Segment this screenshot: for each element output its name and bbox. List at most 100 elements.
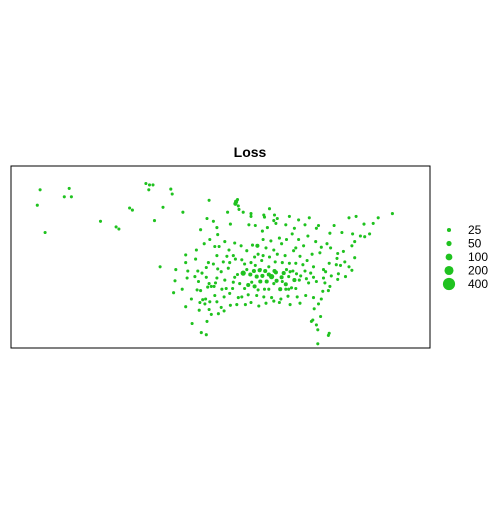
data-point <box>353 256 357 260</box>
data-point <box>272 248 276 252</box>
data-point <box>266 272 271 277</box>
data-point <box>279 297 283 301</box>
data-point <box>340 230 344 235</box>
data-point <box>288 303 292 307</box>
data-point <box>62 195 66 199</box>
data-point <box>314 323 318 327</box>
data-point <box>245 268 249 272</box>
data-point <box>204 265 208 270</box>
data-point <box>294 261 298 265</box>
data-point <box>295 295 299 299</box>
data-point <box>336 251 340 256</box>
data-point <box>354 214 358 218</box>
data-point <box>279 275 284 280</box>
data-point <box>260 273 265 278</box>
data-point <box>195 288 199 292</box>
data-point <box>292 226 296 230</box>
data-point <box>326 333 330 337</box>
data-point <box>67 186 71 190</box>
data-point <box>328 231 332 235</box>
data-point <box>284 223 288 227</box>
data-point <box>265 226 269 230</box>
data-point <box>303 223 307 227</box>
data-point <box>291 269 295 273</box>
data-point <box>275 252 279 256</box>
data-point <box>231 286 235 291</box>
data-point <box>213 244 217 249</box>
data-point <box>306 234 310 238</box>
data-point <box>312 307 316 311</box>
data-point <box>347 265 351 269</box>
data-point <box>196 269 200 273</box>
data-point <box>211 219 215 223</box>
data-point <box>358 234 362 238</box>
data-point <box>283 282 288 287</box>
data-point <box>288 270 292 274</box>
data-point <box>267 255 272 259</box>
data-point <box>225 254 229 258</box>
data-point <box>228 303 232 307</box>
data-point <box>321 276 326 280</box>
data-point <box>321 289 325 293</box>
data-point <box>368 232 372 236</box>
data-point <box>235 272 240 277</box>
data-point <box>130 208 134 212</box>
data-point <box>371 221 375 225</box>
data-point <box>314 240 318 244</box>
data-point <box>314 279 318 284</box>
data-point <box>215 254 219 258</box>
data-point <box>277 236 281 240</box>
data-point <box>363 235 367 239</box>
data-point <box>220 287 224 291</box>
data-point <box>298 301 302 305</box>
data-point <box>303 269 307 273</box>
legend-label: 25 <box>468 223 482 237</box>
data-point <box>316 302 321 306</box>
data-point <box>261 254 265 258</box>
data-point <box>327 261 331 265</box>
data-point <box>204 275 208 279</box>
data-point <box>213 293 217 298</box>
data-point <box>228 261 232 265</box>
data-point <box>272 219 276 223</box>
data-point <box>255 293 259 298</box>
data-point <box>290 232 294 236</box>
data-point <box>194 248 198 252</box>
data-point <box>194 257 198 261</box>
data-point <box>305 258 309 263</box>
data-point <box>233 257 237 261</box>
data-point <box>197 308 201 312</box>
data-point <box>208 237 212 242</box>
data-point <box>292 278 297 283</box>
data-point <box>114 225 118 229</box>
data-point <box>294 286 298 291</box>
data-point <box>243 262 247 266</box>
data-point <box>256 288 260 292</box>
data-point <box>240 295 244 299</box>
data-point <box>281 271 286 276</box>
data-point <box>205 216 209 221</box>
data-point <box>309 271 313 275</box>
data-point <box>314 226 318 230</box>
data-point <box>189 297 193 301</box>
data-point <box>246 282 251 288</box>
data-point <box>278 287 283 292</box>
data-point <box>253 263 257 267</box>
data-point <box>248 272 253 277</box>
data-point <box>251 268 256 274</box>
data-point <box>287 287 291 291</box>
data-point <box>321 268 326 272</box>
data-point <box>274 278 279 283</box>
data-point <box>336 272 340 276</box>
data-point <box>240 270 246 276</box>
legend-label: 50 <box>468 237 482 251</box>
data-point <box>152 219 157 223</box>
data-point <box>324 270 328 274</box>
data-point <box>319 314 323 319</box>
data-point <box>264 279 269 284</box>
data-point <box>203 302 207 306</box>
data-point <box>161 205 165 209</box>
data-point <box>233 241 237 245</box>
data-point <box>172 291 176 295</box>
